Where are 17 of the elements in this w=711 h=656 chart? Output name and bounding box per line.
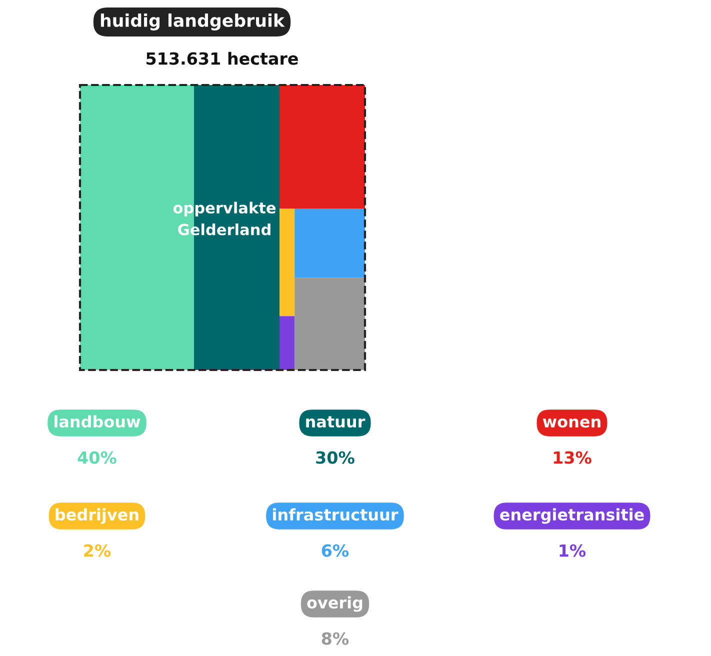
data-label: 8% — [322, 632, 349, 645]
category-label: landbouw — [54, 415, 140, 428]
category-label: energietransitie — [500, 508, 644, 524]
text: oppervlakte Gelderland — [173, 202, 276, 236]
category-label: infrastructuur — [273, 508, 398, 521]
data-label: 30% — [316, 451, 354, 464]
category-label: natuur — [306, 416, 366, 428]
text: huidig landgebruik — [100, 14, 285, 30]
category-label: overig — [307, 596, 362, 612]
category-label: bedrijven — [56, 508, 138, 524]
data-label: 6% — [322, 544, 349, 557]
category-label: wonen — [542, 418, 600, 428]
text: 513.631 hectare — [146, 52, 298, 65]
data-label: 13% — [554, 451, 592, 464]
data-label: 2% — [84, 544, 111, 557]
data-label: 1% — [560, 544, 586, 557]
data-label: 40% — [78, 451, 116, 464]
